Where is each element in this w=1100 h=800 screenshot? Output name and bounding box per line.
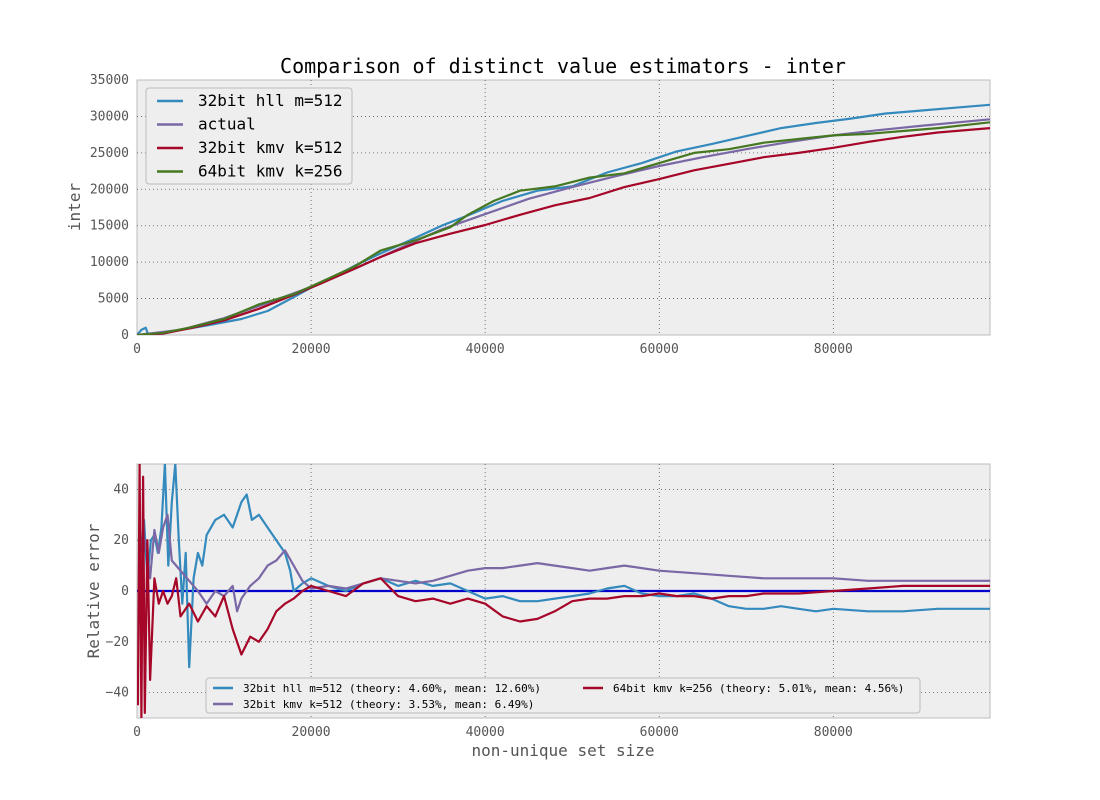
legend-label-64bit-kmv-k-256: 64bit kmv k=256: [198, 162, 343, 181]
y-tick-label: 15000: [90, 219, 129, 234]
legend-label-32bit-hll-m-512-theory-4-60-mean-12-60: 32bit hll m=512 (theory: 4.60%, mean: 12…: [243, 682, 541, 695]
legend-label-32bit-kmv-k-512: 32bit kmv k=512: [198, 138, 343, 157]
x-tick-label: 60000: [640, 725, 679, 740]
y-tick-label: −20: [106, 635, 129, 650]
top-legend-items: 32bit hll m=512 actual 32bit kmv k=512 64bi…: [157, 91, 343, 181]
y-tick-label: 0: [121, 584, 129, 599]
x-tick-label: 80000: [814, 725, 853, 740]
top-y-tick-labels: 0 5000 10000 15000 20000 25000 30000 35000: [90, 73, 129, 343]
x-tick-label: 20000: [292, 342, 331, 357]
series-line-64bit-kmv-k-256: [137, 121, 990, 335]
series-line-32bit-kmv-k-512: [137, 127, 990, 335]
bottom-x-axis-label: non-unique set size: [471, 741, 654, 760]
y-tick-label: 0: [121, 328, 129, 343]
top-chart-title: Comparison of distinct value estimators …: [280, 54, 846, 78]
top-legend-box: [145, 87, 353, 185]
y-tick-label: 20000: [90, 182, 129, 197]
legend-label-64bit-kmv-k-256-theory-5-01-mean-4-56: 64bit kmv k=256 (theory: 5.01%, mean: 4.…: [613, 682, 904, 695]
y-tick-label: −40: [106, 686, 129, 701]
series-line-32bit-kmv-k-512-theory-3-53-mean-6-49: [140, 513, 990, 613]
legend-label-32bit-kmv-k-512-theory-3-53-mean-6-49: 32bit kmv k=512 (theory: 3.53%, mean: 6.…: [243, 698, 534, 711]
y-tick-label: 30000: [90, 109, 129, 124]
top-legend: 32bit hll m=512 actual 32bit kmv k=512 64bi…: [145, 87, 353, 185]
bottom-y-tick-labels: −40 −20 0 20 40: [106, 482, 129, 700]
bottom-x-tick-labels: 0 20000 40000 60000 80000: [133, 725, 853, 740]
x-tick-label: 40000: [466, 725, 505, 740]
x-tick-label: 40000: [466, 342, 505, 357]
bottom-legend-items: 32bit hll m=512 (theory: 4.60%, mean: 12…: [213, 682, 904, 711]
bottom-chart: 0 20000 40000 60000 80000 −40 −20 0 20 40 non-un…: [84, 463, 991, 760]
y-tick-label: 25000: [90, 146, 129, 161]
top-chart: Comparison of distinct value estimators …: [65, 54, 991, 357]
legend-label-actual: actual: [198, 115, 256, 134]
y-tick-label: 10000: [90, 255, 129, 270]
y-tick-label: 5000: [98, 292, 129, 307]
top-x-tick-labels: 0 20000 40000 60000 80000: [133, 342, 853, 357]
x-tick-label: 60000: [640, 342, 679, 357]
bottom-y-axis-label: Relative error: [84, 523, 103, 658]
y-tick-label: 40: [113, 482, 129, 497]
y-tick-label: 35000: [90, 73, 129, 88]
series-line-64bit-kmv-k-256-theory-5-01-mean-4-56: [137, 464, 990, 718]
x-tick-label: 0: [133, 342, 141, 357]
bottom-legend-box: [205, 677, 921, 714]
x-tick-label: 20000: [292, 725, 331, 740]
legend-label-32bit-hll-m-512: 32bit hll m=512: [198, 91, 343, 110]
y-tick-label: 20: [113, 533, 129, 548]
x-tick-label: 0: [133, 725, 141, 740]
bottom-series-lines: [137, 464, 990, 718]
top-y-axis-label: inter: [65, 183, 84, 232]
bottom-legend: 32bit hll m=512 (theory: 4.60%, mean: 12…: [205, 677, 921, 714]
top-grid: [137, 80, 990, 335]
x-tick-label: 80000: [814, 342, 853, 357]
top-series-lines: [137, 103, 990, 335]
